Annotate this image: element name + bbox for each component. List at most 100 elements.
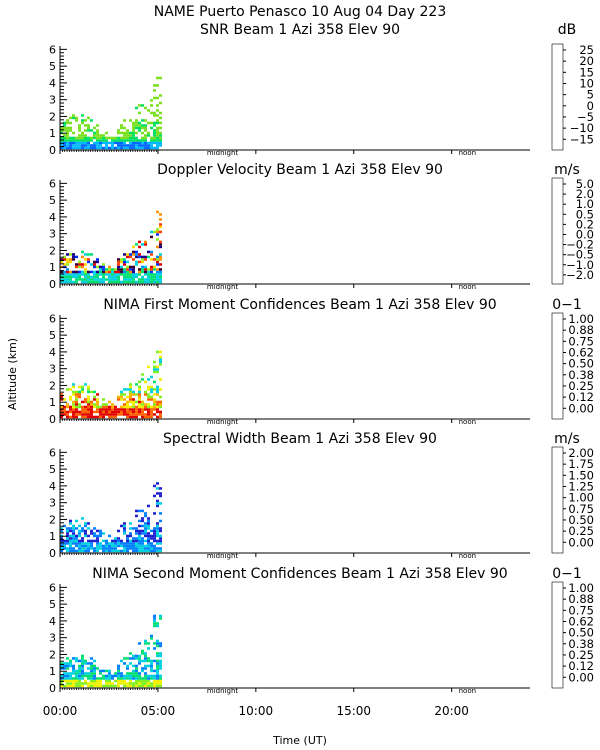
data-cell bbox=[81, 144, 84, 147]
data-cell bbox=[84, 144, 87, 147]
data-cell bbox=[99, 268, 102, 271]
data-cell bbox=[159, 684, 162, 688]
data-cell bbox=[72, 146, 75, 150]
data-cell bbox=[123, 527, 126, 530]
data-cell bbox=[69, 270, 72, 274]
data-cell bbox=[150, 235, 153, 239]
data-cell bbox=[126, 275, 129, 279]
data-cell bbox=[102, 141, 105, 145]
data-cell bbox=[96, 136, 99, 140]
data-cell bbox=[84, 134, 87, 137]
colorbar-label: 0.00 bbox=[568, 401, 594, 415]
data-cell bbox=[84, 280, 87, 284]
data-cell bbox=[96, 542, 99, 545]
data-cell bbox=[141, 669, 144, 673]
data-cell bbox=[63, 270, 66, 274]
data-cell bbox=[129, 136, 132, 140]
data-cell bbox=[153, 111, 156, 115]
data-cell bbox=[63, 524, 66, 528]
data-cell bbox=[159, 378, 162, 381]
data-cell bbox=[129, 674, 132, 678]
data-cell bbox=[96, 273, 99, 276]
data-cell bbox=[69, 139, 72, 142]
data-cell bbox=[135, 393, 138, 396]
data-cell bbox=[60, 527, 63, 530]
data-cell bbox=[90, 278, 93, 281]
data-cell bbox=[93, 260, 96, 264]
data-cell bbox=[156, 527, 159, 530]
data-cell bbox=[111, 549, 114, 553]
data-cell bbox=[159, 679, 162, 683]
data-cell bbox=[120, 126, 123, 130]
data-cell bbox=[135, 410, 138, 414]
data-cell bbox=[69, 542, 72, 545]
data-cell bbox=[126, 547, 129, 550]
data-cell bbox=[63, 662, 66, 665]
colorbar-frame bbox=[551, 43, 564, 151]
data-cell bbox=[99, 534, 102, 538]
data-cell bbox=[126, 403, 129, 406]
data-cell bbox=[99, 273, 102, 276]
data-cells bbox=[60, 614, 162, 688]
data-cell bbox=[66, 684, 69, 688]
data-cell bbox=[129, 527, 132, 530]
data-cell bbox=[123, 547, 126, 550]
data-cell bbox=[87, 253, 90, 256]
data-cell bbox=[111, 141, 114, 145]
data-cell bbox=[102, 265, 105, 269]
data-cell bbox=[63, 539, 66, 543]
data-cell bbox=[63, 124, 66, 127]
data-cell bbox=[144, 677, 147, 680]
data-cell bbox=[72, 390, 75, 394]
data-cell bbox=[102, 134, 105, 137]
data-cell bbox=[147, 403, 150, 406]
data-cell bbox=[63, 544, 66, 548]
data-cell bbox=[147, 677, 150, 680]
data-cell bbox=[75, 669, 78, 673]
data-cell bbox=[141, 529, 144, 533]
data-cell bbox=[108, 672, 111, 675]
data-cell bbox=[96, 667, 99, 670]
data-cell bbox=[141, 400, 144, 404]
data-cell bbox=[144, 134, 147, 137]
data-cell bbox=[66, 119, 69, 122]
data-cell bbox=[135, 669, 138, 673]
data-cell bbox=[153, 360, 156, 364]
data-cell bbox=[135, 124, 138, 127]
data-cell bbox=[93, 549, 96, 553]
data-cell bbox=[138, 129, 141, 132]
data-cell bbox=[102, 403, 105, 406]
data-cell bbox=[159, 403, 162, 406]
data-cell bbox=[105, 403, 108, 406]
data-cell bbox=[81, 139, 84, 142]
data-cell bbox=[144, 390, 147, 394]
data-cell bbox=[108, 684, 111, 688]
data-cell bbox=[72, 403, 75, 406]
data-cell bbox=[126, 674, 129, 678]
data-cell bbox=[75, 119, 78, 122]
data-cell bbox=[102, 408, 105, 411]
panel-velocity: Doppler Velocity Beam 1 Azi 358 Elev 90 m… bbox=[49, 162, 594, 291]
data-cell bbox=[132, 129, 135, 132]
data-cell bbox=[141, 410, 144, 414]
data-cell bbox=[144, 639, 147, 643]
data-cell bbox=[144, 549, 147, 553]
data-cell bbox=[135, 136, 138, 140]
data-cell bbox=[108, 547, 111, 550]
data-cell bbox=[102, 547, 105, 550]
data-cell bbox=[150, 542, 153, 545]
data-cell bbox=[123, 139, 126, 142]
data-cell bbox=[90, 144, 93, 147]
data-cell bbox=[144, 278, 147, 281]
data-cell bbox=[153, 278, 156, 281]
data-cell bbox=[93, 672, 96, 675]
data-cell bbox=[84, 522, 87, 525]
data-cell bbox=[153, 398, 156, 401]
data-cell bbox=[120, 682, 123, 685]
data-cell bbox=[66, 273, 69, 276]
data-cell bbox=[69, 388, 72, 391]
data-cell bbox=[72, 114, 75, 117]
data-cell bbox=[159, 253, 162, 256]
data-cell bbox=[111, 674, 114, 678]
data-cell bbox=[156, 549, 159, 553]
